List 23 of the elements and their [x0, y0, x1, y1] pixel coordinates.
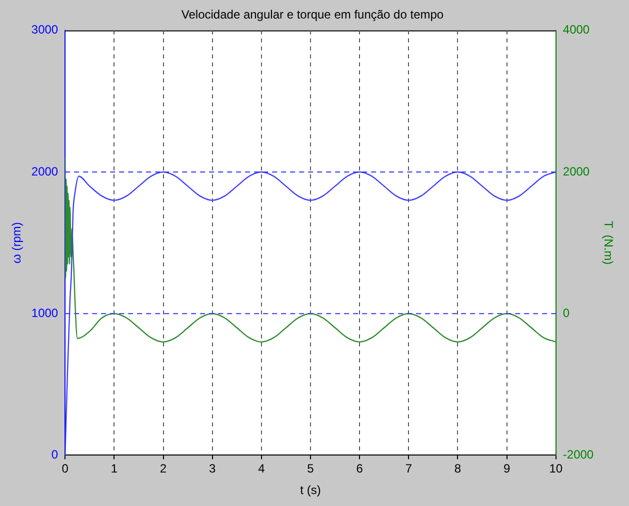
x-tick-label: 7	[405, 462, 412, 476]
y2-tick-label: 4000	[562, 22, 590, 37]
x-tick-label: 3	[208, 462, 216, 476]
y-tick-label: 1000	[31, 306, 58, 320]
x-tick-label: 8	[454, 462, 462, 476]
x-tick-label: 2	[160, 462, 167, 476]
y2-tick-label: 2000	[562, 164, 590, 178]
x-tick-label: 6	[356, 462, 364, 476]
x-tick-label: 0	[62, 462, 69, 476]
x-tick-label: 1	[110, 462, 118, 476]
x-tick-label: 5	[307, 462, 314, 476]
x-tick-label: 9	[503, 462, 510, 476]
y-axis-title: ω (rpm)	[10, 222, 24, 264]
y-tick-label: 2000	[31, 164, 58, 178]
x-tick-label: 4	[258, 462, 266, 476]
y-tick-label: 0	[51, 448, 58, 462]
y-tick-label: 3000	[31, 22, 58, 37]
x-tick-label: 10	[549, 462, 563, 476]
y2-axis-title: T (N.m)	[601, 220, 616, 265]
y2-tick-label: -2000	[562, 448, 594, 462]
x-axis-title: t (s)	[300, 483, 321, 498]
y2-tick-label: 0	[562, 306, 570, 320]
chart-title: Velocidade angular e torque em função do tempo	[181, 8, 444, 22]
